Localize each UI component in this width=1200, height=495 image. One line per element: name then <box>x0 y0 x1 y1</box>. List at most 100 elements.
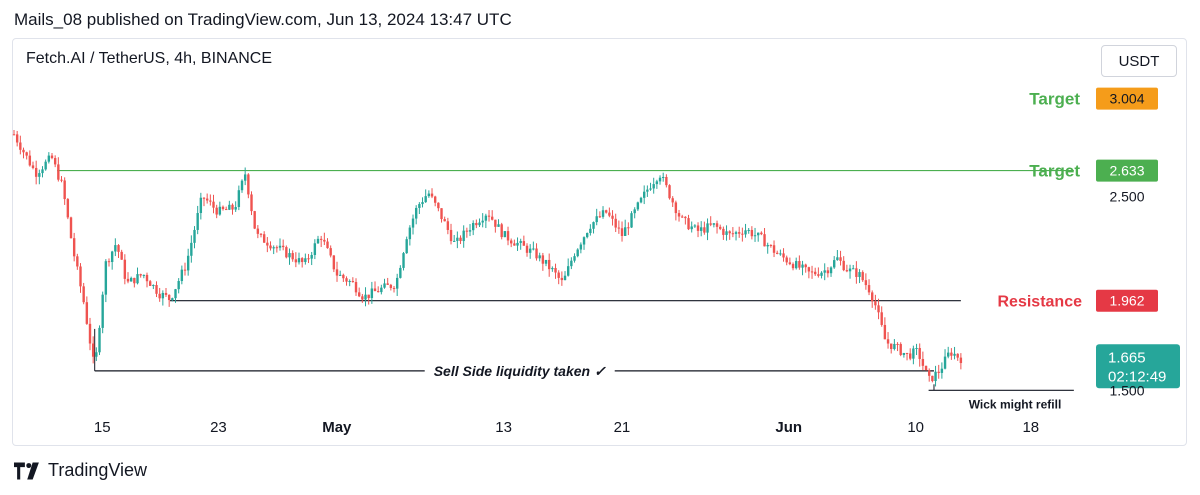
candle-body <box>608 212 611 216</box>
candle-body <box>785 257 788 263</box>
candle-body <box>661 176 665 178</box>
candle-body <box>779 253 782 255</box>
candle-body <box>15 134 19 143</box>
candle-body <box>509 240 513 244</box>
candle-body <box>646 189 649 192</box>
candle-body <box>909 353 912 359</box>
candle-body <box>193 229 196 243</box>
candle-body <box>639 197 643 203</box>
candle-body <box>655 181 659 185</box>
candle-body <box>867 285 871 293</box>
candle-body <box>79 266 82 287</box>
candle-body <box>171 298 174 301</box>
candle-body <box>623 227 627 236</box>
tradingview-logo-icon <box>14 461 39 480</box>
candle-body <box>943 356 947 369</box>
candle-body <box>107 261 111 263</box>
candle-body <box>323 239 326 242</box>
candle-body <box>209 200 212 202</box>
footer-brand-label: TradingView <box>48 460 148 480</box>
candle-body <box>753 235 757 237</box>
candle-body <box>47 155 51 162</box>
candle-body <box>142 274 146 276</box>
candle-body <box>38 173 41 177</box>
candle-body <box>28 155 32 166</box>
candle-body <box>874 301 877 306</box>
candle-body <box>877 305 880 313</box>
candle-body <box>361 296 364 300</box>
candle-body <box>152 285 155 287</box>
candle-body <box>449 229 453 242</box>
candle-body <box>342 274 345 279</box>
candle-body <box>490 216 494 220</box>
candle-body <box>288 253 291 258</box>
candle-body <box>136 274 139 284</box>
candle-body <box>807 267 811 272</box>
current-price-value: 1.665 <box>1108 349 1146 366</box>
x-tick-label: 15 <box>94 419 111 436</box>
candle-body <box>367 294 370 299</box>
candle-body <box>899 344 902 355</box>
candle-body <box>712 223 716 225</box>
candle-body <box>880 312 883 325</box>
candle-body <box>915 348 918 350</box>
candle-body <box>924 365 928 371</box>
candle-body <box>421 202 424 205</box>
candle-body <box>709 223 712 225</box>
candle-body <box>642 191 646 198</box>
candle-body <box>437 202 440 209</box>
candle-body <box>221 206 225 210</box>
candle-body <box>500 224 503 238</box>
candle-body <box>731 233 735 235</box>
candle-body <box>864 280 868 286</box>
candle-body <box>44 161 47 170</box>
current-price-badge[interactable] <box>1096 344 1180 389</box>
candle-body <box>399 267 402 278</box>
candle-body <box>744 230 747 235</box>
candle-body <box>376 291 380 293</box>
candle-body <box>478 222 481 226</box>
candle-body <box>817 274 820 276</box>
candle-body <box>725 231 728 235</box>
candle-body <box>693 225 697 227</box>
candle-body <box>814 271 817 275</box>
candle-body <box>237 190 241 208</box>
wick-annotation: Wick might refill <box>969 397 1062 411</box>
candle-body <box>462 230 465 242</box>
candle-body <box>484 215 488 221</box>
candle-body <box>443 219 446 222</box>
candle-body <box>465 230 469 232</box>
candle-body <box>757 232 760 236</box>
resistance-annotation: Resistance <box>998 294 1083 311</box>
candle-body <box>921 358 925 366</box>
candle-body <box>937 371 940 373</box>
candle-body <box>595 216 598 223</box>
candle-body <box>402 253 405 268</box>
candle-body <box>535 248 538 259</box>
x-tick-label: Jun <box>775 419 802 436</box>
currency-button[interactable]: USDT <box>1101 45 1177 77</box>
candle-body <box>674 202 678 214</box>
candle-body <box>389 284 393 288</box>
candle-body <box>871 292 874 302</box>
candle-body <box>98 327 101 353</box>
symbol-title[interactable]: Fetch.AI / TetherUS, 4h, BINANCE <box>26 50 273 67</box>
candle-body <box>145 274 149 282</box>
candle-body <box>700 227 703 231</box>
candle-body <box>912 348 915 359</box>
candle-body <box>795 261 798 269</box>
candle-body <box>468 230 472 232</box>
candle-body <box>316 238 320 244</box>
candle-body <box>902 352 906 355</box>
candle-body <box>228 204 231 210</box>
candle-body <box>573 256 576 261</box>
candle-body <box>88 323 92 344</box>
candle-body <box>636 202 640 210</box>
footer-brand[interactable]: TradingView <box>14 460 147 481</box>
candle-body <box>300 258 304 263</box>
candle-body <box>224 209 228 211</box>
candle-body <box>202 197 206 199</box>
candle-body <box>63 180 66 200</box>
candle-body <box>253 211 256 229</box>
